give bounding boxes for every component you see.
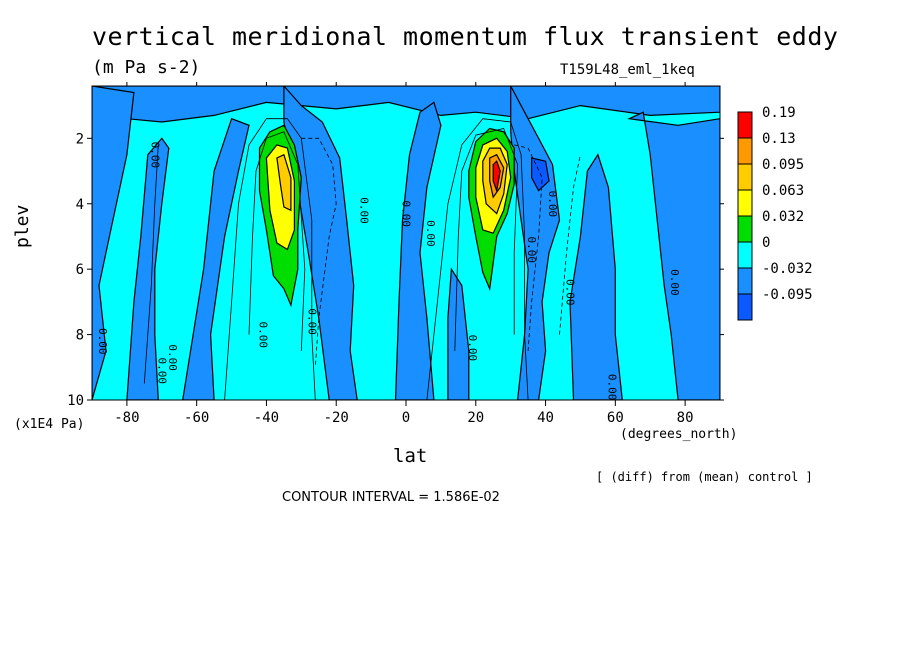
diff-note: [ (diff) from (mean) control ] xyxy=(596,470,813,484)
contour-label-2: 0.00 xyxy=(166,344,179,371)
top-blue-band xyxy=(92,86,720,123)
y-tick-label-4: 4 xyxy=(76,197,84,213)
nh-red-core xyxy=(492,160,501,194)
nh-negative-band xyxy=(510,86,561,400)
contour-label-5: 0.00 xyxy=(358,197,371,224)
contour-label-3: 0.00 xyxy=(305,308,318,335)
sh-inner-contour xyxy=(248,131,306,351)
contour-label-4: 0.00 xyxy=(256,322,269,349)
legend-label-0: 0.19 xyxy=(762,105,796,121)
chart-title: vertical meridional momentum flux transi… xyxy=(92,22,839,51)
x-tick-label--80: -80 xyxy=(114,410,139,426)
contour-label-11: 0.00 xyxy=(563,279,576,306)
contour-label-6: 0.00 xyxy=(400,200,413,227)
legend-swatch-6 xyxy=(737,267,753,295)
contour-label-13: 0.00 xyxy=(668,269,681,296)
legend-label-1: 0.13 xyxy=(762,131,796,147)
legend-swatch-2 xyxy=(737,163,753,191)
x-axis-units: (degrees_north) xyxy=(620,427,738,442)
x-tick-label-40: 40 xyxy=(537,410,554,426)
y-axis-multiplier: (x1E4 Pa) xyxy=(14,417,85,432)
contour-label-10: 0.00 xyxy=(546,191,559,218)
contour-fills xyxy=(92,86,720,400)
sh-negative-contour xyxy=(301,137,337,368)
contour-interval: CONTOUR INTERVAL = 1.586E-02 xyxy=(282,490,500,505)
contour-label-7: 0.00 xyxy=(424,220,437,247)
legend-swatch-5 xyxy=(737,241,753,269)
y-tick-label-2: 2 xyxy=(76,131,84,147)
legend-label-7: -0.095 xyxy=(762,287,813,303)
nh-blue-column-a xyxy=(447,267,470,400)
x-tick-label-60: 60 xyxy=(607,410,624,426)
legend-swatch-3 xyxy=(737,189,753,217)
axis-ticks: -80 -60 -40 -20 0 20 40 60 80 2 4 6 8 10 xyxy=(67,82,724,426)
legend-swatch-0 xyxy=(737,111,753,139)
contour-label-8: 0.00 xyxy=(466,335,479,362)
y-tick-label-10: 10 xyxy=(67,393,84,409)
sh-outer-contour xyxy=(224,118,316,400)
x-tick-label--60: -60 xyxy=(184,410,209,426)
contour-label-14: 0.00 xyxy=(155,357,168,384)
polar-contour xyxy=(143,144,159,384)
x-tick-label-20: 20 xyxy=(467,410,484,426)
x-axis-label: lat xyxy=(393,445,428,467)
nh-mid-contour xyxy=(559,154,581,335)
nh-inner-contour xyxy=(454,128,519,351)
nh-blue-column-c xyxy=(627,111,720,400)
sh-blue-column xyxy=(182,117,250,400)
contour-label-0: 0.00 xyxy=(148,142,161,169)
contour-label-12: 0.00 xyxy=(605,374,618,401)
legend-swatch-1 xyxy=(737,137,753,165)
legend-label-3: 0.063 xyxy=(762,183,804,199)
legend-swatch-7 xyxy=(737,293,753,321)
nh-outer-contour xyxy=(426,118,529,400)
x-tick-label-80: 80 xyxy=(677,410,694,426)
legend-label-5: 0 xyxy=(762,235,770,251)
x-tick-label--40: -40 xyxy=(254,410,279,426)
legend-label-6: -0.032 xyxy=(762,261,813,277)
sh-gold-lobe xyxy=(276,153,292,212)
legend-swatch-4 xyxy=(737,215,753,243)
legend-label-2: 0.095 xyxy=(762,157,804,173)
chart-units: (m Pa s-2) xyxy=(92,57,201,78)
contour-label-9: 0.00 xyxy=(525,236,538,262)
legend-label-4: 0.032 xyxy=(762,209,804,225)
run-label: T159L48_eml_1keq xyxy=(560,62,695,78)
eq-blue-column xyxy=(394,101,442,400)
y-tick-label-6: 6 xyxy=(76,262,84,278)
x-tick-label--20: -20 xyxy=(324,410,349,426)
contour-lines xyxy=(143,118,581,400)
color-legend: 0.19 0.13 0.095 0.063 0.032 0 -0.032 -0.095 xyxy=(737,105,813,321)
west-blue-band xyxy=(92,86,135,400)
contour-label-1: 0.00 xyxy=(96,328,109,355)
southpole-blue-column xyxy=(126,137,170,400)
x-tick-label-0: 0 xyxy=(402,410,410,426)
contour-labels: 0.000.000.000.000.000.00 0.000.000.000.00… xyxy=(96,142,681,401)
y-tick-label-8: 8 xyxy=(76,328,84,344)
nh-blue-column-b xyxy=(569,153,623,400)
